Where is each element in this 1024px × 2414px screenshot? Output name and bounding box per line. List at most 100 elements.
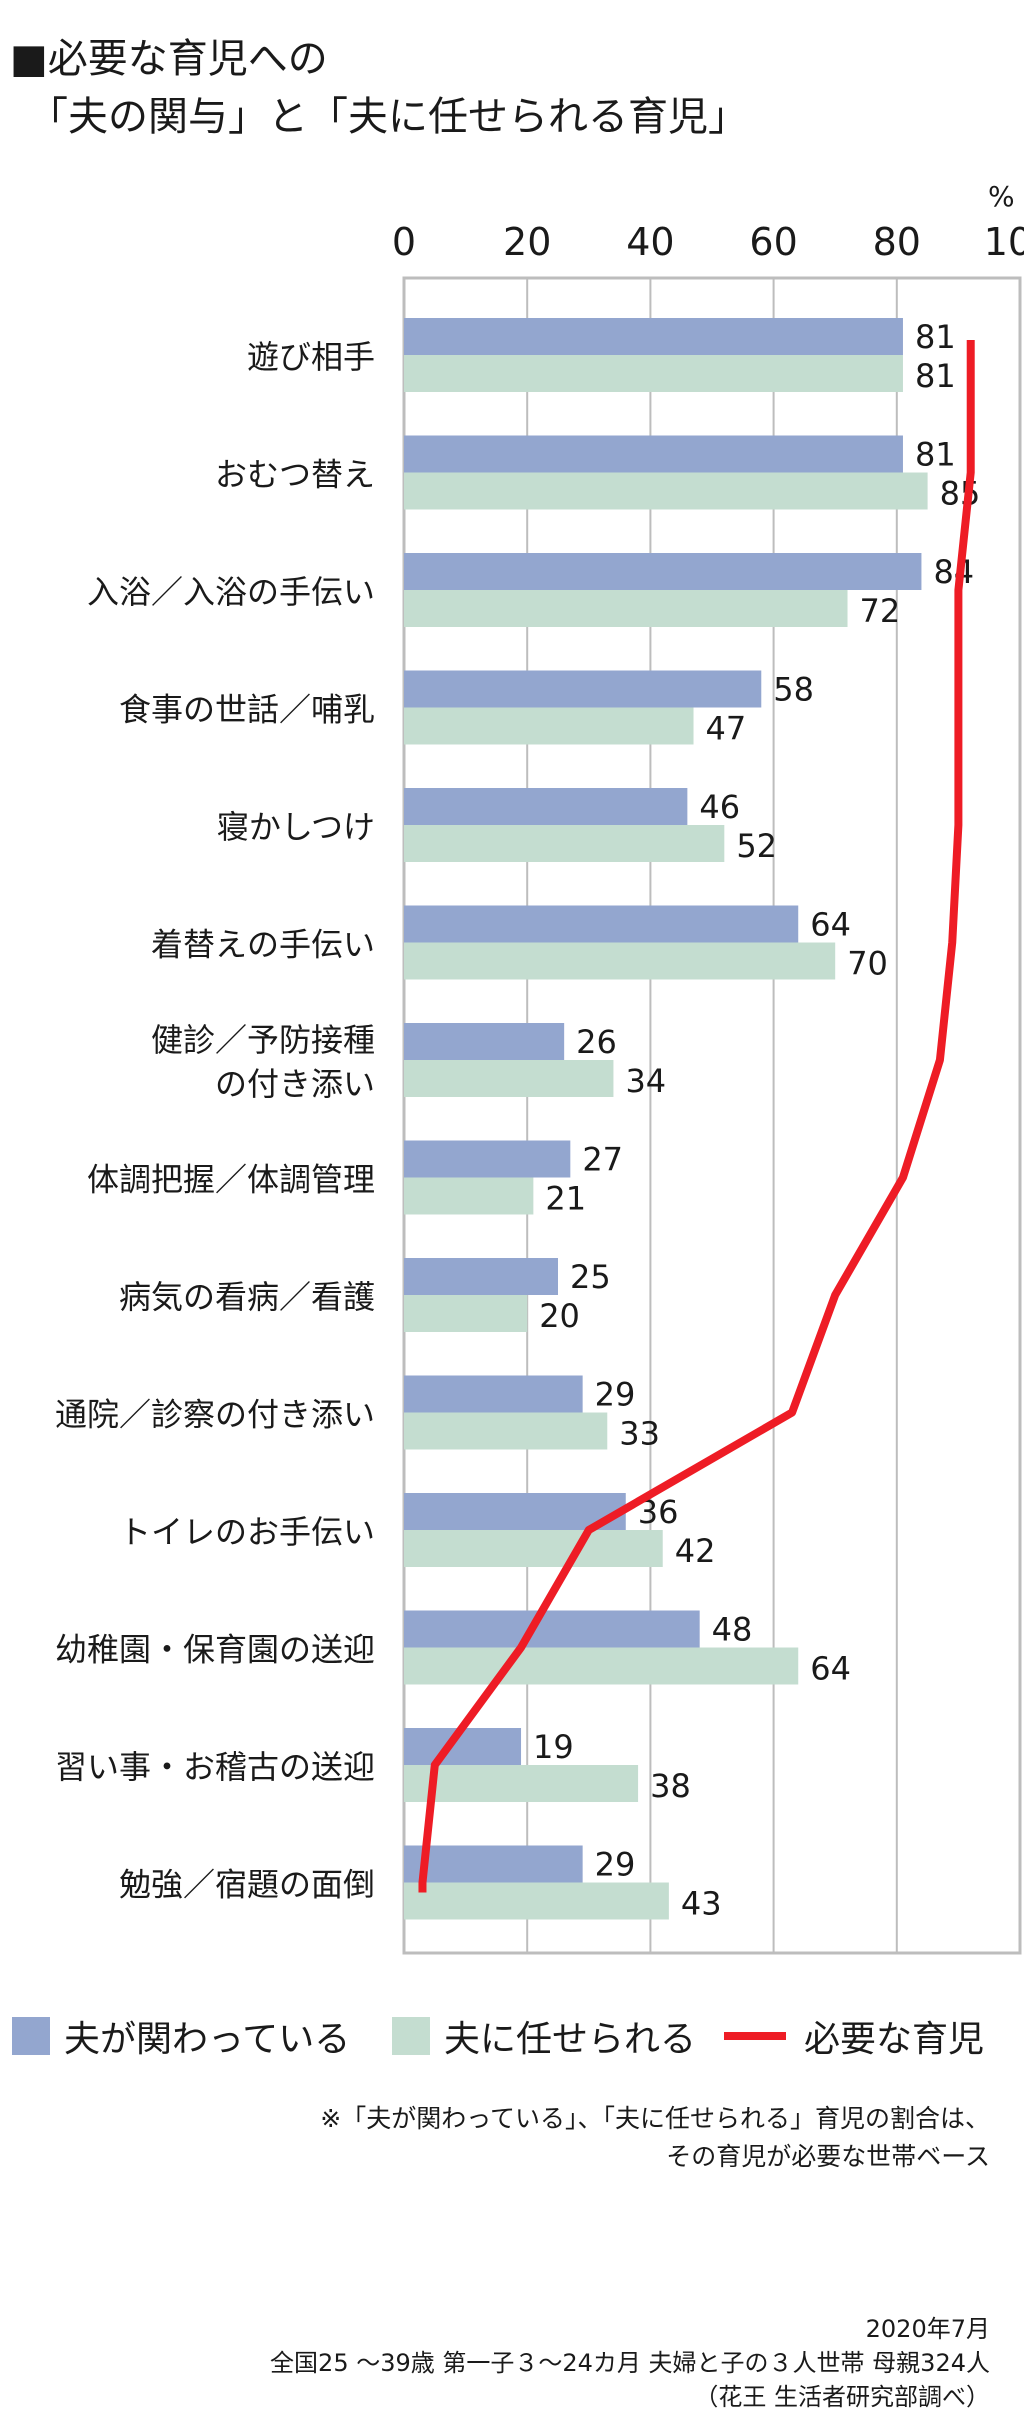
data-label-involved: 29: [595, 1846, 636, 1884]
data-label-entrusted: 70: [847, 945, 888, 983]
legend-item-involved: 夫が関わっている: [12, 2010, 350, 2062]
legend-line-necessary: [724, 2032, 786, 2040]
bar-entrusted: [404, 590, 848, 627]
category-label: おむつ替え: [215, 456, 375, 494]
data-label-entrusted: 52: [736, 827, 777, 865]
bar-involved: [404, 1610, 700, 1648]
bar-entrusted: [404, 942, 836, 980]
bar-entrusted: [404, 355, 903, 392]
legend-swatch-involved: [12, 2017, 50, 2055]
category-label: トイレのお手伝い: [119, 1513, 375, 1551]
data-label-entrusted: 38: [650, 1767, 691, 1805]
bar-entrusted: [404, 1882, 669, 1920]
data-label-involved: 26: [576, 1023, 617, 1061]
data-label-entrusted: 43: [681, 1885, 722, 1923]
x-tick-label: 80: [873, 220, 921, 264]
percent-unit-label: %: [988, 180, 1015, 213]
data-label-involved: 58: [773, 671, 814, 709]
x-tick-label: 0: [392, 220, 416, 264]
source-sample: 全国25 ～39歳 第一子３～24カ月 夫婦と子の３人世帯 母親324人: [270, 2349, 990, 2377]
bar-involved: [404, 1023, 565, 1060]
x-tick-label: 20: [503, 220, 551, 264]
bar-entrusted: [404, 825, 725, 862]
footnote: ※「夫が関わっている」、「夫に任せられる」育児の割合は、 その育児が必要な世帯ベ…: [90, 2100, 990, 2176]
chart-title: ■必要な育児への 「夫の関与」と「夫に任せられる育児」: [10, 30, 748, 146]
legend-label-entrusted: 夫に任せられる: [444, 2019, 697, 2060]
data-label-involved: 84: [933, 553, 974, 591]
data-label-entrusted: 42: [675, 1532, 716, 1570]
source-note: 2020年7月 全国25 ～39歳 第一子３～24カ月 夫婦と子の３人世帯 母親…: [0, 2312, 990, 2414]
bar-entrusted: [404, 1647, 799, 1685]
category-label: 病気の看病／看護: [119, 1278, 375, 1316]
data-label-involved: 81: [915, 318, 956, 356]
data-label-entrusted: 85: [940, 475, 981, 513]
bar-entrusted: [404, 1177, 534, 1215]
data-label-involved: 29: [595, 1376, 636, 1414]
bar-entrusted: [404, 472, 928, 510]
footnote-line2: その育児が必要な世帯ベース: [666, 2142, 990, 2171]
data-label-entrusted: 21: [545, 1180, 586, 1218]
bar-chart: 020406080100遊び相手8181おむつ替え8185入浴／入浴の手伝い84…: [55, 220, 1024, 1955]
data-label-entrusted: 64: [810, 1650, 851, 1688]
x-tick-label: 40: [626, 220, 674, 264]
data-label-entrusted: 34: [625, 1062, 666, 1100]
data-label-involved: 19: [533, 1728, 574, 1766]
x-tick-label: 60: [749, 220, 797, 264]
data-label-involved: 46: [699, 788, 740, 826]
bar-involved: [404, 435, 903, 473]
bar-involved: [404, 1493, 626, 1530]
line-necessary: [418, 340, 975, 1893]
category-label: 食事の世話／哺乳: [119, 691, 375, 729]
legend-item-necessary: 必要な育児: [724, 2010, 984, 2062]
footnote-line1: ※「夫が関わっている」、「夫に任せられる」育児の割合は、: [320, 2104, 990, 2133]
category-label: の付き添い: [215, 1065, 375, 1103]
category-label: 勉強／宿題の面倒: [119, 1866, 375, 1904]
bar-involved: [404, 670, 762, 708]
data-label-entrusted: 47: [706, 710, 747, 748]
chart-title-line2: 「夫の関与」と「夫に任せられる育児」: [28, 94, 748, 140]
chart-title-line1: ■必要な育児への: [10, 36, 328, 82]
legend-swatch-entrusted: [392, 2017, 430, 2055]
bar-entrusted: [404, 1295, 528, 1332]
bar-entrusted: [404, 1060, 614, 1097]
bar-involved: [404, 1258, 558, 1295]
category-label: 体調把握／体調管理: [87, 1161, 375, 1199]
source-credit: （花王 生活者研究部調べ）: [694, 2383, 990, 2411]
bar-involved: [404, 1845, 583, 1883]
bar-involved: [404, 553, 922, 590]
bar-involved: [404, 1375, 583, 1413]
category-label: 寝かしつけ: [217, 808, 375, 846]
bar-involved: [404, 1140, 571, 1178]
legend-label-involved: 夫が関わっている: [64, 2019, 351, 2060]
data-label-involved: 48: [712, 1611, 753, 1649]
data-label-involved: 25: [570, 1258, 611, 1296]
data-label-involved: 64: [810, 906, 851, 944]
category-label: 習い事・お稽古の送迎: [55, 1748, 375, 1786]
bar-involved: [404, 1728, 522, 1765]
data-label-entrusted: 33: [619, 1415, 660, 1453]
data-label-involved: 27: [582, 1141, 623, 1179]
data-label-entrusted: 72: [860, 592, 901, 630]
category-label: 着替えの手伝い: [151, 926, 375, 964]
x-tick-label: 100: [984, 220, 1024, 264]
bar-entrusted: [404, 707, 694, 745]
plot-frame: [402, 276, 1022, 1955]
bar-involved: [404, 788, 688, 825]
data-label-entrusted: 81: [915, 357, 956, 395]
legend-label-necessary: 必要な育児: [804, 2019, 985, 2060]
category-label: 入浴／入浴の手伝い: [87, 573, 375, 611]
source-date: 2020年7月: [865, 2315, 990, 2343]
bar-entrusted: [404, 1530, 663, 1567]
category-label: 通院／診察の付き添い: [55, 1396, 375, 1434]
bar-entrusted: [404, 1412, 608, 1450]
legend: 夫が関わっている 夫に任せられる 必要な育児: [0, 2010, 1024, 2070]
category-label: 健診／予防接種: [151, 1021, 375, 1059]
legend-item-entrusted: 夫に任せられる: [392, 2010, 696, 2062]
bar-entrusted: [404, 1765, 639, 1802]
data-label-involved: 81: [915, 436, 956, 474]
bar-involved: [404, 905, 799, 943]
category-label: 遊び相手: [247, 338, 375, 376]
data-label-entrusted: 20: [539, 1297, 580, 1335]
category-label: 幼稚園・保育園の送迎: [55, 1631, 375, 1669]
bar-involved: [404, 318, 903, 355]
